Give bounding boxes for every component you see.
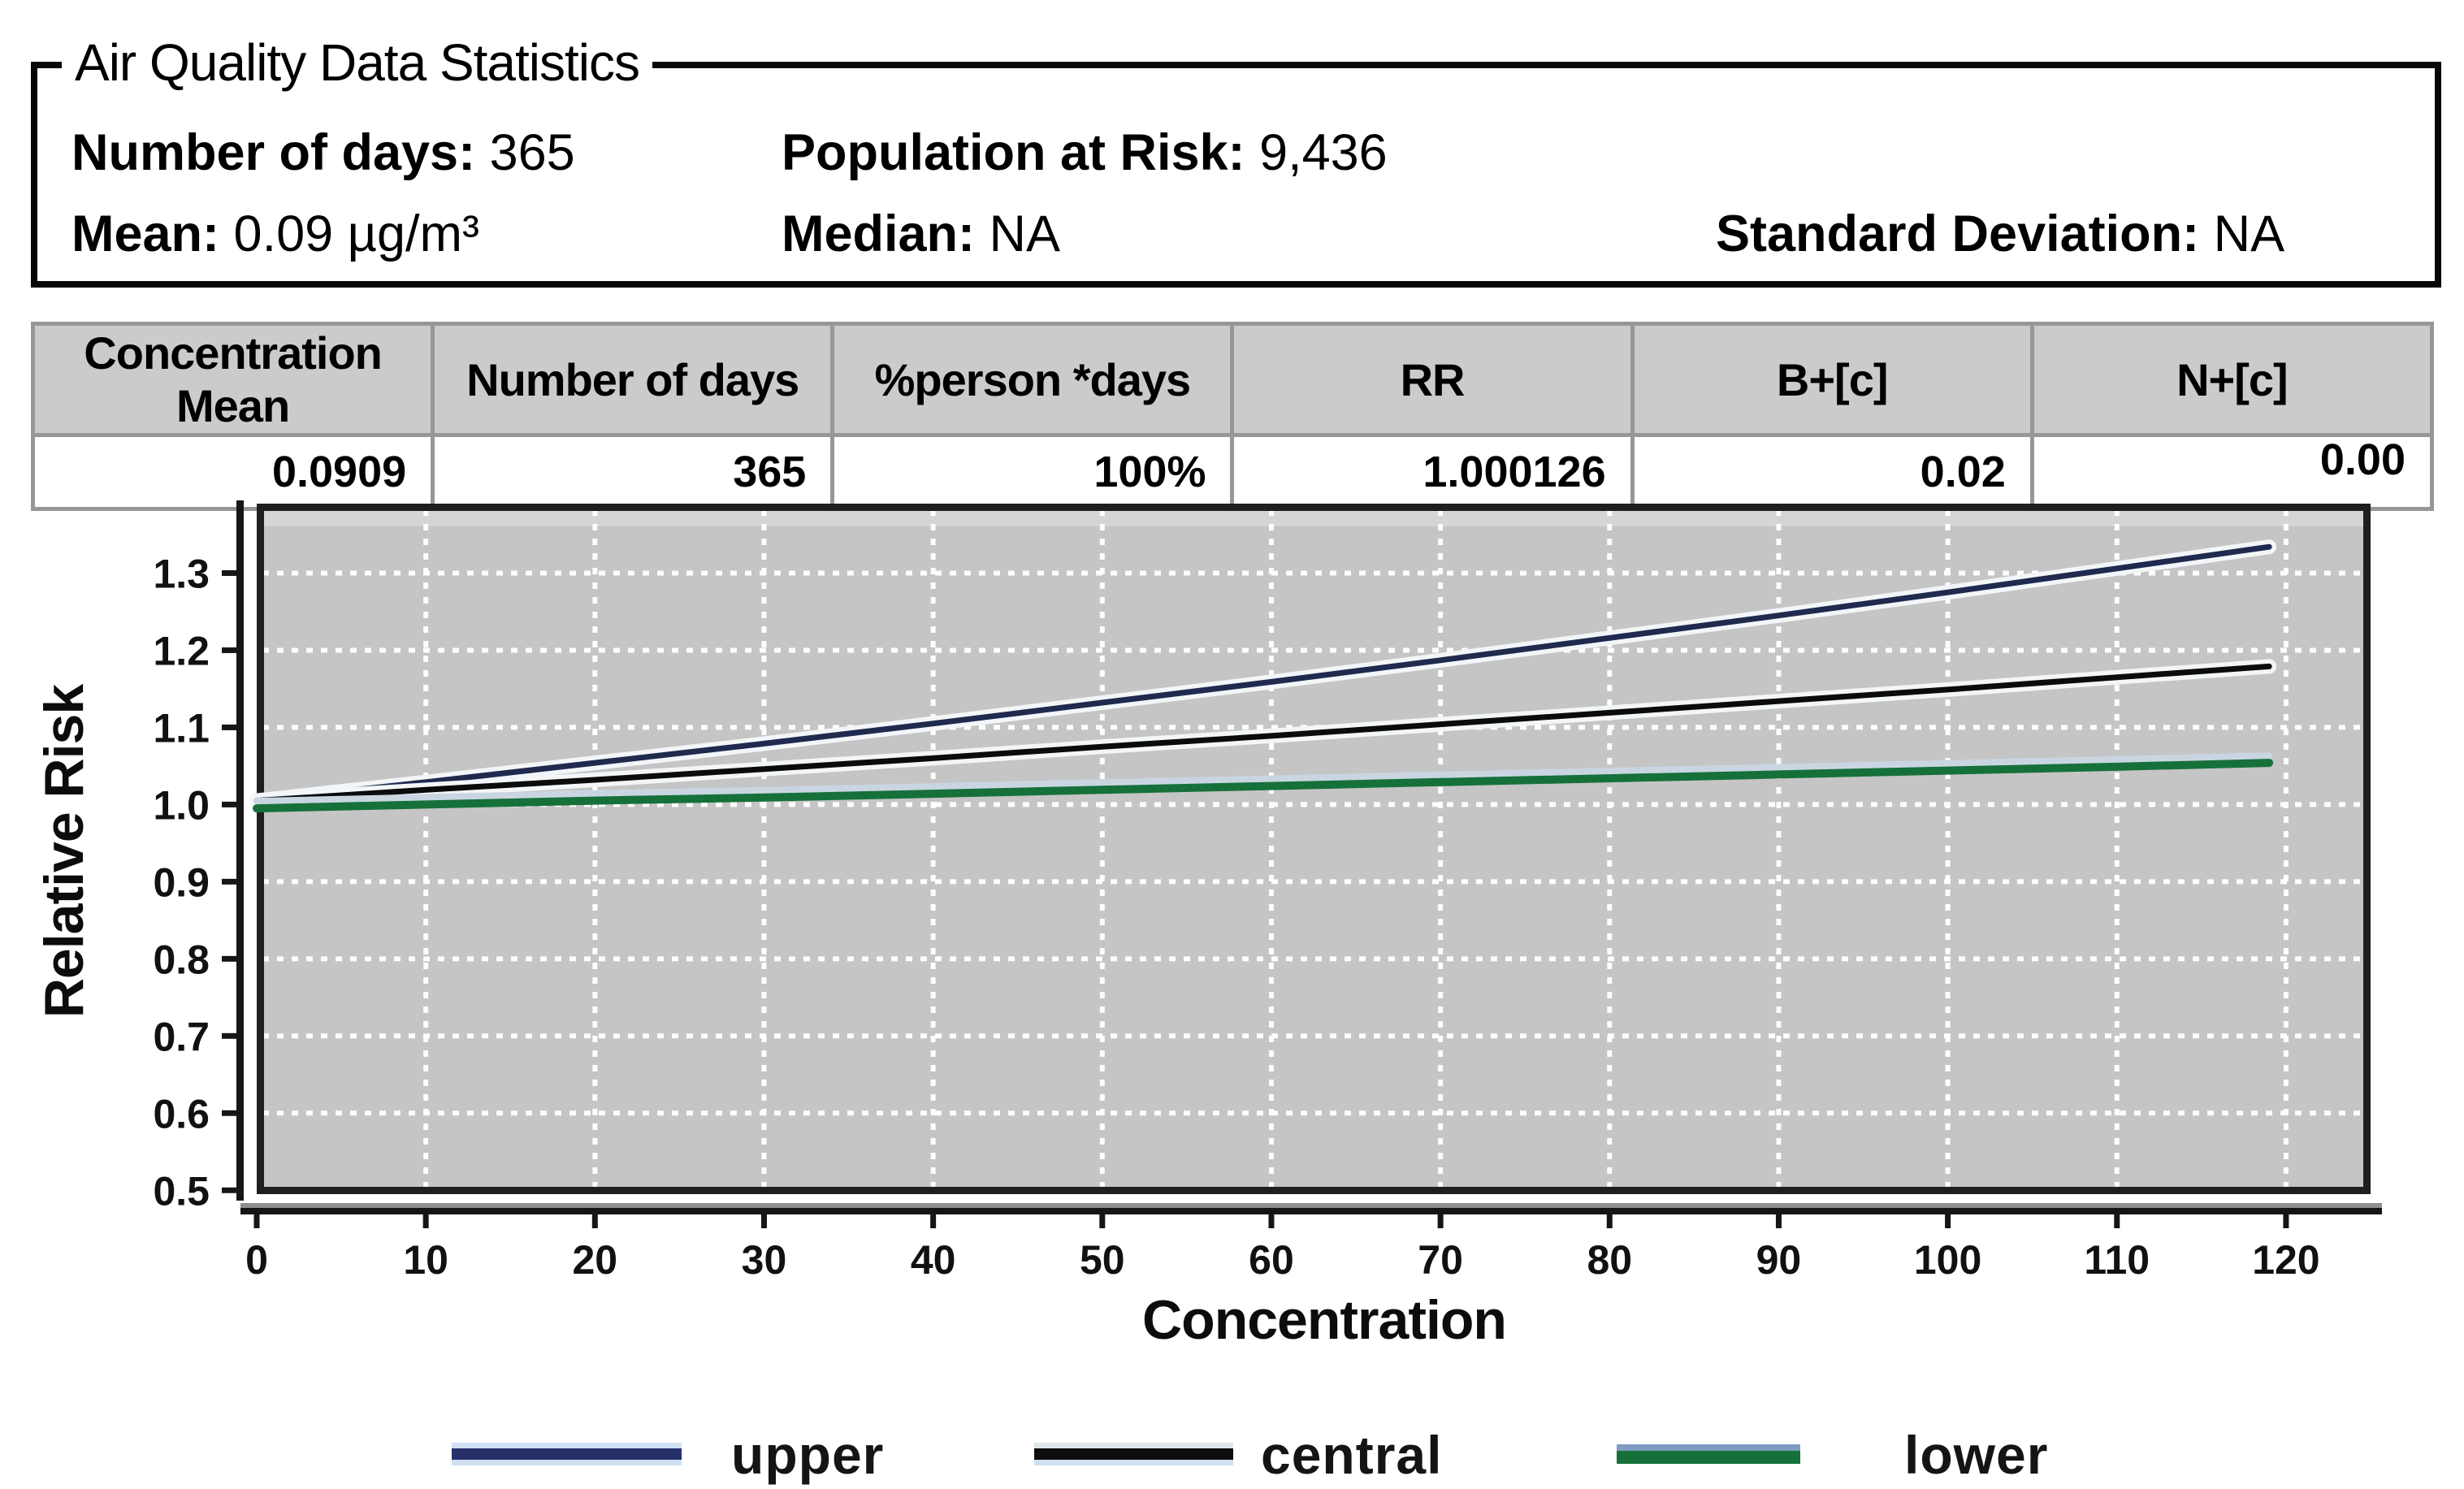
- plot-highlight: [262, 509, 2366, 526]
- y-tick-label: 0.6: [153, 1091, 210, 1136]
- stat-median: Median: NA: [782, 205, 1060, 263]
- table-cell: 0.02: [1630, 433, 2034, 511]
- x-tick-label: 10: [403, 1237, 448, 1283]
- gridlines: [262, 509, 2365, 1188]
- y-tick-label: 0.9: [153, 859, 210, 905]
- legend-swatch-stripe: [452, 1448, 682, 1460]
- x-tick-label: 0: [245, 1237, 268, 1283]
- y-tick-label: 1.3: [153, 551, 210, 596]
- y-tick-label: 0.7: [153, 1014, 210, 1059]
- table-header-cell: Concentration Mean: [30, 322, 435, 437]
- x-tick-label: 80: [1587, 1237, 1632, 1283]
- table-header-cell: RR: [1230, 322, 1635, 437]
- legend-label-lower: lower: [1904, 1425, 2049, 1485]
- legend-label-upper: upper: [731, 1425, 885, 1485]
- stat-label: Mean:: [71, 206, 220, 262]
- metrics-table-head: Concentration Mean Number of days %person …: [30, 322, 2435, 437]
- y-axis-title: Relative Risk: [33, 684, 95, 1019]
- plot-area: [257, 504, 2371, 1194]
- legend-swatch-stripe: [1617, 1451, 1800, 1464]
- table-header-cell: N+[c]: [2029, 322, 2435, 437]
- table-header-cell: Number of days: [431, 322, 835, 437]
- y-tick-label: 1.2: [153, 628, 210, 673]
- legend-swatch-stripe: [1034, 1460, 1233, 1465]
- y-tick-label: 0.5: [153, 1168, 210, 1214]
- x-tick-label: 40: [911, 1237, 956, 1283]
- series-central: [249, 659, 2277, 808]
- metrics-table-body: 0.0909 365 100% 1.000126 0.02 0.00: [30, 433, 2435, 511]
- x-tick-label: 20: [573, 1237, 618, 1283]
- stat-value: NA: [989, 206, 1061, 262]
- legend-swatch-central: [1034, 1443, 1233, 1465]
- legend-label-central: central: [1261, 1425, 1443, 1485]
- x-tick-label: 50: [1080, 1237, 1125, 1283]
- x-axis: 0 10 20 30 40 50 60 70 80 90 100 110 120: [240, 1203, 2382, 1283]
- series-upper: [249, 539, 2277, 808]
- stat-population-at-risk: Population at Risk: 9,436: [782, 123, 1388, 182]
- x-tick-label: 110: [2084, 1237, 2150, 1283]
- legend-swatch-stripe: [1034, 1443, 1233, 1448]
- stat-label: Number of days:: [71, 124, 476, 181]
- x-tick-label: 100: [1914, 1237, 1981, 1283]
- x-tick-label: 120: [2252, 1237, 2319, 1283]
- table-header-cell: B+[c]: [1630, 322, 2034, 437]
- plot-border: [257, 504, 2371, 1194]
- table-cell: 365: [431, 433, 835, 511]
- x-tick-label: 70: [1418, 1237, 1463, 1283]
- stat-number-of-days: Number of days: 365: [71, 123, 575, 182]
- legend-swatch-stripe: [1034, 1448, 1233, 1460]
- y-axis: 0.5 0.6 0.7 0.8 0.9 1.0 1.1 1.2 1.3: [153, 500, 244, 1214]
- series-lower: [253, 752, 2274, 813]
- legend-swatch-stripe: [1617, 1444, 1800, 1451]
- y-tick-label: 1.1: [153, 705, 210, 751]
- legend-swatch-upper: [452, 1443, 682, 1465]
- y-tick-label: 0.8: [153, 937, 210, 982]
- x-tick-label: 90: [1756, 1237, 1802, 1283]
- legend-swatch-lower: [1617, 1444, 1800, 1464]
- stat-value: 365: [489, 124, 575, 181]
- stat-mean: Mean: 0.09 µg/m³: [71, 205, 479, 263]
- stat-label: Population at Risk:: [782, 124, 1245, 181]
- x-axis-title: Concentration: [1142, 1289, 1506, 1351]
- x-tick-label: 60: [1249, 1237, 1294, 1283]
- table-row: 0.0909 365 100% 1.000126 0.02 0.00: [30, 433, 2435, 511]
- stat-value: 0.09 µg/m³: [233, 206, 479, 262]
- stat-label: Median:: [782, 206, 976, 262]
- table-header-cell: %person *days: [830, 322, 1235, 437]
- x-tick-label: 30: [742, 1237, 787, 1283]
- air-quality-stats-box: Air Quality Data Statistics Number of da…: [31, 32, 2441, 288]
- stat-label: Standard Deviation:: [1716, 206, 2200, 262]
- metrics-table: Concentration Mean Number of days %person …: [30, 322, 2435, 511]
- table-header-row: Concentration Mean Number of days %person …: [30, 322, 2435, 437]
- table-cell: 0.00: [2029, 433, 2435, 511]
- stat-value: NA: [2213, 206, 2285, 262]
- table-cell: 0.0909: [30, 433, 435, 511]
- legend-swatch-stripe: [452, 1443, 682, 1448]
- stat-value: 9,436: [1259, 124, 1388, 181]
- stat-standard-deviation: Standard Deviation: NA: [1716, 205, 2284, 263]
- legend-swatch-stripe: [452, 1460, 682, 1465]
- y-tick-label: 1.0: [153, 782, 210, 828]
- table-cell: 1.000126: [1230, 433, 1635, 511]
- stats-box-title: Air Quality Data Statistics: [62, 32, 652, 93]
